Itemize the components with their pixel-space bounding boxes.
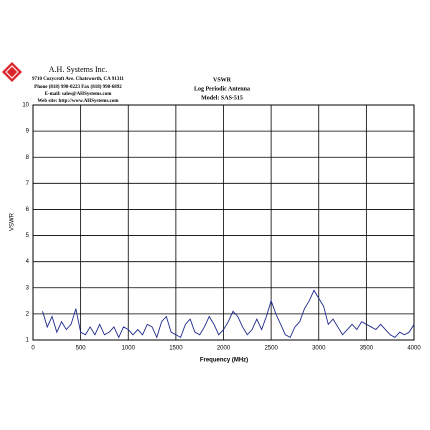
- logo-mark-inner: [5, 65, 19, 79]
- y-tick-label: 9: [26, 129, 30, 135]
- y-tick-label: 8: [26, 155, 30, 161]
- x-tick-label: 1000: [122, 346, 136, 352]
- y-tick-label: 1: [26, 338, 30, 344]
- phone: Phone (818) 998-0223 Fax (818) 998-6892: [34, 85, 122, 90]
- data-line: [42, 289, 415, 339]
- chart-subtitle: Log Periodic Antenna: [194, 86, 250, 92]
- x-tick-label: 2500: [264, 346, 278, 352]
- y-tick-label: 2: [26, 311, 30, 317]
- x-tick-label: 2000: [217, 346, 231, 352]
- address: 9710 Cozycroft Ave. Chatsworth, CA 91311: [32, 77, 124, 82]
- x-tick-label: 0: [31, 346, 35, 352]
- y-tick-label: 10: [22, 103, 29, 109]
- y-axis-label: VSWR: [10, 212, 16, 231]
- website: Web site: http://www.AHSystems.com: [37, 99, 119, 104]
- company-name: A.H. Systems Inc.: [49, 65, 107, 74]
- y-tick-label: 4: [26, 259, 30, 265]
- x-axis-label: Frequency (MHz): [200, 358, 248, 364]
- x-tick-label: 500: [76, 346, 87, 352]
- email: E-mail: sales@AHSystems.com: [45, 92, 113, 97]
- logo-mark: [2, 62, 22, 82]
- x-tick-label: 1500: [169, 346, 183, 352]
- y-tick-label: 7: [26, 181, 30, 187]
- y-tick-label: 5: [26, 233, 30, 239]
- x-tick-label: 3000: [312, 346, 326, 352]
- chart-title: VSWR: [213, 77, 232, 83]
- y-tick-label: 3: [26, 285, 30, 291]
- x-tick-label: 3500: [360, 346, 374, 352]
- logo: [2, 62, 22, 82]
- y-tick-label: 6: [26, 207, 30, 213]
- x-tick-label: 4000: [407, 346, 421, 352]
- chart-model: Model: SAS-515: [201, 95, 243, 101]
